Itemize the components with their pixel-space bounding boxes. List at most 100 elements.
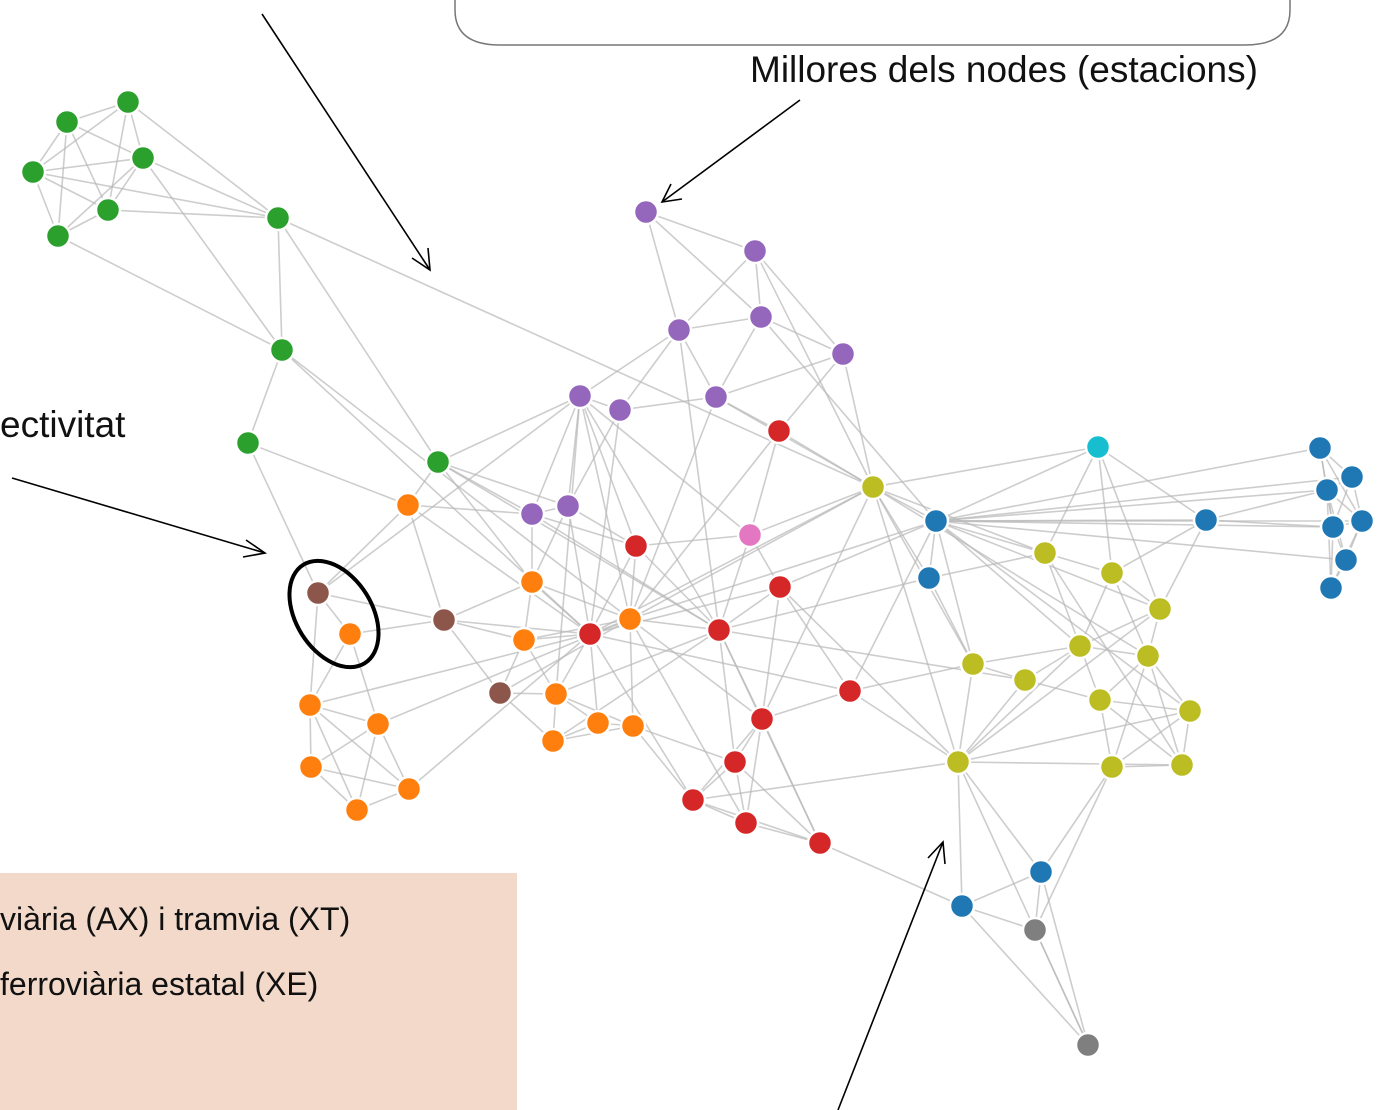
edge (57, 157, 144, 237)
node (622, 532, 650, 560)
edge (819, 842, 963, 907)
edge (761, 690, 851, 720)
node (1319, 513, 1347, 541)
node (859, 473, 887, 501)
node (1317, 574, 1345, 602)
edge (1111, 519, 1207, 574)
arrow (261, 13, 431, 271)
edge (443, 581, 533, 621)
node (1074, 1031, 1102, 1059)
node (619, 712, 647, 740)
edge (718, 534, 751, 631)
node (1098, 559, 1126, 587)
edge (957, 645, 1081, 763)
edge (317, 395, 581, 594)
edge (107, 209, 279, 219)
arrow-head (411, 247, 431, 272)
edge (678, 316, 762, 331)
node (721, 748, 749, 776)
edge (957, 761, 1089, 1046)
edge (935, 520, 1046, 554)
node (518, 568, 546, 596)
edge (629, 486, 874, 620)
edge (589, 545, 637, 635)
edge (1205, 489, 1328, 521)
edge (957, 761, 963, 907)
edge (629, 618, 747, 824)
annotation: ectivitat (0, 404, 126, 445)
node (616, 605, 644, 633)
node (679, 786, 707, 814)
edge (247, 349, 283, 444)
edge (1159, 519, 1207, 610)
node (234, 429, 262, 457)
node (584, 709, 612, 737)
edge (499, 618, 631, 694)
edge (928, 552, 1046, 579)
node (394, 491, 422, 519)
node (576, 620, 604, 648)
edge (407, 504, 445, 621)
edge (1044, 552, 1081, 647)
edge (678, 329, 720, 631)
node (922, 507, 950, 535)
node (129, 144, 157, 172)
node (364, 710, 392, 738)
edge (645, 211, 756, 252)
edge (107, 101, 129, 211)
node (702, 383, 730, 411)
edge (437, 461, 533, 583)
node (1338, 463, 1366, 491)
edge (957, 663, 974, 763)
edge (32, 171, 109, 211)
node (915, 564, 943, 592)
edge (443, 619, 501, 694)
edge (32, 171, 279, 219)
node (705, 616, 733, 644)
node (1021, 916, 1049, 944)
edge (309, 633, 351, 706)
node (1084, 433, 1112, 461)
edge (589, 633, 599, 724)
edge (849, 690, 959, 763)
edge (1079, 572, 1113, 647)
node (304, 579, 332, 607)
edge (935, 447, 1321, 522)
edge (629, 618, 720, 631)
edge (555, 395, 581, 695)
edge (443, 619, 591, 635)
node (518, 500, 546, 528)
edge (754, 250, 874, 488)
edge (531, 505, 569, 583)
edge (1097, 446, 1161, 610)
edge (619, 329, 680, 411)
edge (66, 121, 144, 159)
node (1146, 595, 1174, 623)
edge (645, 211, 680, 331)
edge (935, 520, 974, 665)
node (1313, 476, 1341, 504)
edge (761, 486, 874, 720)
node (566, 382, 594, 410)
node (665, 316, 693, 344)
annotation: Millores dels nodes (estacions) (750, 49, 1258, 90)
edge (247, 442, 319, 594)
edge (779, 586, 959, 763)
edge (957, 608, 1161, 763)
edge (57, 121, 68, 237)
edge (779, 586, 851, 692)
node (806, 829, 834, 857)
node (741, 237, 769, 265)
node (1306, 434, 1334, 462)
edge (872, 486, 1149, 657)
edge (957, 761, 1183, 766)
edge (745, 718, 763, 824)
edge (761, 586, 781, 720)
node (747, 303, 775, 331)
edge (1040, 766, 1113, 873)
highlight-ellipse (287, 558, 381, 670)
node (1031, 539, 1059, 567)
edge (872, 446, 1099, 488)
